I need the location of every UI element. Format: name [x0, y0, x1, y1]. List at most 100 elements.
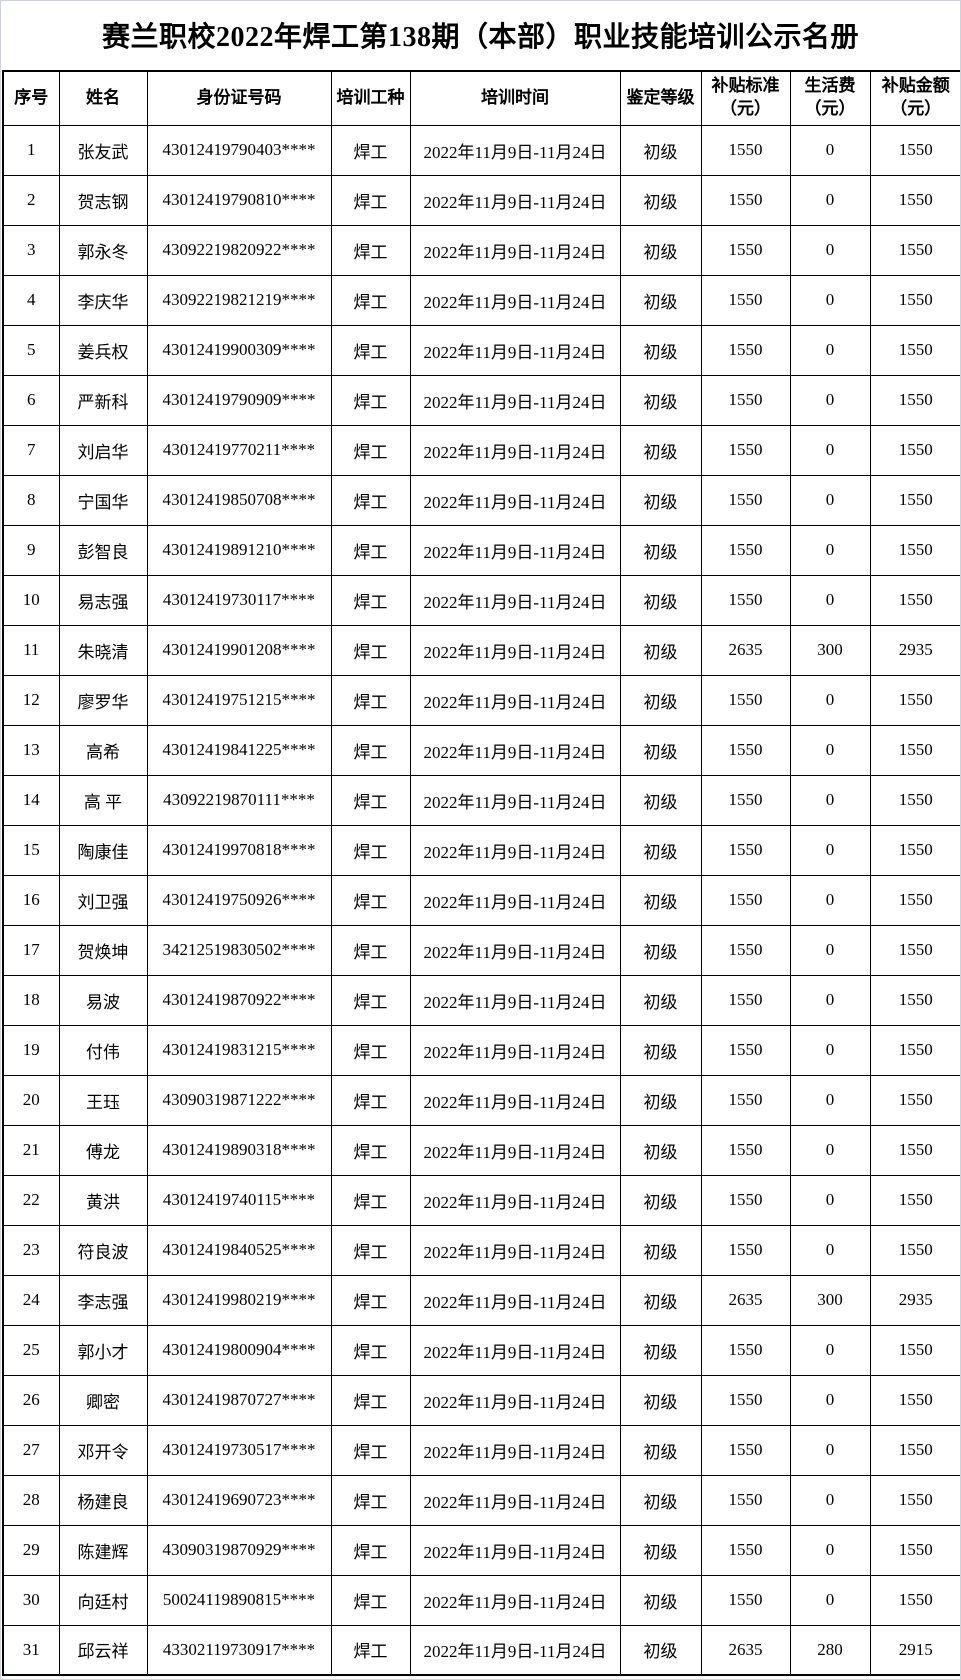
cell-subsidy-standard: 1550: [700, 574, 791, 626]
cell-living-cost: 0: [789, 174, 871, 226]
cell-index: 6: [2, 374, 60, 426]
table-row: 30 向廷村 50024119890815**** 焊工 2022年11月9日-11月2…: [2, 1574, 961, 1626]
cell-trade: 焊工: [330, 324, 411, 376]
cell-trade: 焊工: [330, 174, 411, 226]
table-row: 16 刘卫强 43012419750926**** 焊工 2022年11月9日-11月2…: [2, 874, 961, 926]
cell-period: 2022年11月9日-11月24日: [409, 924, 621, 976]
cell-trade: 焊工: [330, 1124, 411, 1176]
cell-level: 初级: [619, 1424, 702, 1476]
column-header-subsidy-standard: 补贴标准 （元）: [700, 70, 791, 126]
column-header-living-cost: 生活费 （元）: [789, 70, 871, 126]
cell-period: 2022年11月9日-11月24日: [409, 774, 621, 826]
cell-trade: 焊工: [330, 1274, 411, 1326]
table-row: 31 邱云祥 43302119730917**** 焊工 2022年11月9日-11月2…: [2, 1624, 961, 1676]
cell-id-number: 43012419751215****: [146, 674, 332, 726]
cell-period: 2022年11月9日-11月24日: [409, 1174, 621, 1226]
cell-living-cost: 0: [789, 1574, 871, 1626]
table-row: 18 易波 43012419870922**** 焊工 2022年11月9日-11月24…: [2, 974, 961, 1026]
cell-subsidy-amount: 1550: [869, 1074, 961, 1126]
cell-id-number: 43012419750926****: [146, 874, 332, 926]
cell-index: 22: [2, 1174, 60, 1226]
cell-subsidy-amount: 1550: [869, 1124, 961, 1176]
cell-id-number: 43092219870111****: [146, 774, 332, 826]
roster-table: 序号 姓名 身份证号码 培训工种 培训时间 鉴定等级 补贴标准 （元） 生活费 （元） 补贴金额 （元…: [2, 70, 961, 1676]
cell-subsidy-amount: 1550: [869, 274, 961, 326]
cell-name: 易波: [58, 974, 148, 1026]
cell-index: 29: [2, 1524, 60, 1576]
cell-level: 初级: [619, 574, 702, 626]
cell-id-number: 43012419870727****: [146, 1374, 332, 1426]
cell-period: 2022年11月9日-11月24日: [409, 1024, 621, 1076]
cell-period: 2022年11月9日-11月24日: [409, 124, 621, 176]
cell-period: 2022年11月9日-11月24日: [409, 1474, 621, 1526]
cell-name: 张友武: [58, 124, 148, 176]
table-row: 19 付伟 43012419831215**** 焊工 2022年11月9日-11月24…: [2, 1024, 961, 1076]
cell-name: 姜兵权: [58, 324, 148, 376]
cell-period: 2022年11月9日-11月24日: [409, 374, 621, 426]
cell-id-number: 43012419900309****: [146, 324, 332, 376]
cell-subsidy-standard: 1550: [700, 874, 791, 926]
cell-period: 2022年11月9日-11月24日: [409, 524, 621, 576]
cell-id-number: 43012419690723****: [146, 1474, 332, 1526]
cell-living-cost: 0: [789, 524, 871, 576]
cell-index: 3: [2, 224, 60, 276]
cell-period: 2022年11月9日-11月24日: [409, 574, 621, 626]
cell-level: 初级: [619, 474, 702, 526]
cell-level: 初级: [619, 124, 702, 176]
cell-subsidy-amount: 1550: [869, 374, 961, 426]
cell-name: 朱晓清: [58, 624, 148, 676]
table-row: 7 刘启华 43012419770211**** 焊工 2022年11月9日-11月24…: [2, 424, 961, 476]
cell-living-cost: 0: [789, 1324, 871, 1376]
cell-name: 付伟: [58, 1024, 148, 1076]
cell-level: 初级: [619, 1324, 702, 1376]
cell-index: 24: [2, 1274, 60, 1326]
cell-period: 2022年11月9日-11月24日: [409, 1324, 621, 1376]
cell-subsidy-standard: 1550: [700, 974, 791, 1026]
cell-subsidy-amount: 1550: [869, 1474, 961, 1526]
cell-trade: 焊工: [330, 224, 411, 276]
cell-id-number: 43092219821219****: [146, 274, 332, 326]
cell-living-cost: 0: [789, 1074, 871, 1126]
cell-level: 初级: [619, 774, 702, 826]
cell-subsidy-amount: 1550: [869, 924, 961, 976]
cell-level: 初级: [619, 524, 702, 576]
cell-living-cost: 300: [789, 1274, 871, 1326]
cell-subsidy-amount: 1550: [869, 724, 961, 776]
cell-period: 2022年11月9日-11月24日: [409, 874, 621, 926]
column-header-level: 鉴定等级: [619, 70, 702, 126]
cell-level: 初级: [619, 974, 702, 1026]
cell-trade: 焊工: [330, 1524, 411, 1576]
cell-trade: 焊工: [330, 824, 411, 876]
column-header-name: 姓名: [58, 70, 148, 126]
cell-subsidy-amount: 2915: [869, 1624, 961, 1676]
title-band: 赛兰职校2022年焊工第138期（本部）职业技能培训公示名册: [0, 0, 961, 70]
cell-index: 7: [2, 424, 60, 476]
cell-index: 20: [2, 1074, 60, 1126]
column-header-id-number: 身份证号码: [146, 70, 332, 126]
cell-name: 贺焕坤: [58, 924, 148, 976]
cell-trade: 焊工: [330, 1624, 411, 1676]
cell-living-cost: 0: [789, 424, 871, 476]
cell-index: 23: [2, 1224, 60, 1276]
cell-id-number: 43092219820922****: [146, 224, 332, 276]
cell-trade: 焊工: [330, 274, 411, 326]
cell-period: 2022年11月9日-11月24日: [409, 274, 621, 326]
cell-trade: 焊工: [330, 1074, 411, 1126]
cell-period: 2022年11月9日-11月24日: [409, 1074, 621, 1126]
table-row: 24 李志强 43012419980219**** 焊工 2022年11月9日-11月2…: [2, 1274, 961, 1326]
cell-name: 向廷村: [58, 1574, 148, 1626]
cell-trade: 焊工: [330, 1374, 411, 1426]
table-row: 12 廖罗华 43012419751215**** 焊工 2022年11月9日-11月2…: [2, 674, 961, 726]
cell-period: 2022年11月9日-11月24日: [409, 224, 621, 276]
cell-trade: 焊工: [330, 974, 411, 1026]
cell-subsidy-amount: 1550: [869, 324, 961, 376]
cell-name: 高希: [58, 724, 148, 776]
cell-subsidy-amount: 1550: [869, 874, 961, 926]
table-row: 5 姜兵权 43012419900309**** 焊工 2022年11月9日-11月24…: [2, 324, 961, 376]
table-row: 17 贺焕坤 34212519830502**** 焊工 2022年11月9日-11月2…: [2, 924, 961, 976]
cell-trade: 焊工: [330, 374, 411, 426]
cell-index: 13: [2, 724, 60, 776]
table-row: 27 邓开令 43012419730517**** 焊工 2022年11月9日-11月2…: [2, 1424, 961, 1476]
cell-living-cost: 0: [789, 1524, 871, 1576]
